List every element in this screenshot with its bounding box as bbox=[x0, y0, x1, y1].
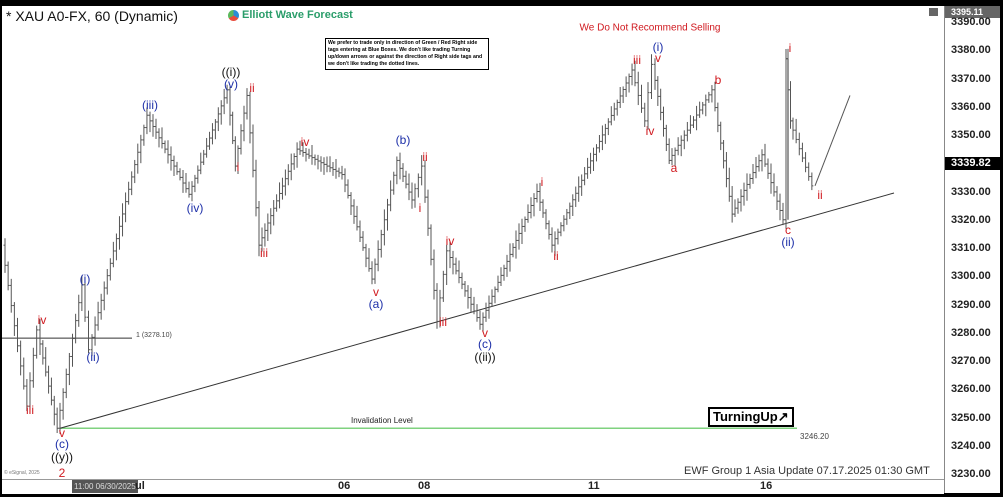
fib-label: 1 (3278.10) bbox=[136, 332, 172, 339]
price-tick: 3330.00 bbox=[951, 185, 991, 198]
invalidation-label: Invalidation Level bbox=[351, 416, 413, 425]
price-tick: 3250.00 bbox=[951, 411, 991, 424]
wave-label: iv bbox=[300, 135, 310, 149]
wave-label: iii bbox=[26, 403, 34, 417]
wave-label: c bbox=[785, 223, 791, 237]
price-tick: 3270.00 bbox=[951, 355, 991, 367]
price-tick: 3230.00 bbox=[951, 468, 991, 480]
chart-svg bbox=[2, 48, 895, 434]
price-tick: 3310.00 bbox=[951, 242, 991, 254]
wave-label: i bbox=[540, 175, 544, 189]
trading-notice: We prefer to trade only in direction of … bbox=[325, 38, 489, 70]
wave-label: ((i)) bbox=[221, 65, 241, 79]
wave-label: (iii) bbox=[142, 98, 158, 112]
logo-text: Elliott Wave Forecast bbox=[242, 9, 353, 21]
price-tick: 3370.00 bbox=[951, 72, 991, 85]
price-tick: 3350.00 bbox=[951, 129, 991, 141]
logo-icon bbox=[228, 9, 239, 21]
wave-label: (i) bbox=[652, 40, 664, 54]
wave-label: iv bbox=[37, 313, 47, 327]
price-tick: 3390.00 bbox=[951, 16, 991, 28]
wave-label: i bbox=[788, 41, 792, 55]
wave-label: 2 bbox=[58, 466, 66, 480]
time-tick: 11 bbox=[588, 480, 600, 492]
price-tick: 3280.00 bbox=[951, 326, 991, 339]
price-tick: 3260.00 bbox=[951, 383, 991, 396]
time-tick: ul bbox=[135, 480, 145, 492]
wave-label: b bbox=[714, 73, 722, 87]
projection-line bbox=[814, 95, 851, 187]
warning-text: We Do Not Recommend Selling bbox=[579, 22, 721, 34]
wave-label: ii bbox=[422, 150, 428, 164]
price-tick: 3320.00 bbox=[951, 213, 991, 226]
wave-label: iv bbox=[445, 234, 455, 248]
invalidation-value: 3246.20 bbox=[800, 432, 829, 441]
wave-label: (c) bbox=[55, 437, 69, 451]
wave-label: (iv) bbox=[186, 201, 204, 215]
wave-label: i bbox=[418, 201, 422, 215]
time-tick: 06 bbox=[338, 480, 351, 492]
chart-plot-area[interactable]: * XAU A0-FX, 60 (Dynamic) Elliott Wave F… bbox=[2, 6, 944, 480]
wave-label: (b) bbox=[395, 133, 411, 147]
wave-label: ii bbox=[553, 249, 559, 263]
cursor-time: 11:00 06/30/2025 bbox=[72, 480, 138, 493]
wave-label: (a) bbox=[368, 297, 384, 311]
price-tick: 3360.00 bbox=[951, 100, 991, 113]
price-tick: 3290.00 bbox=[951, 298, 991, 311]
wave-label: ii bbox=[817, 188, 823, 202]
wave-label: (i) bbox=[79, 272, 91, 286]
wave-label: (ii) bbox=[86, 350, 100, 364]
logo: Elliott Wave Forecast bbox=[228, 9, 353, 21]
wave-label: (ii) bbox=[781, 235, 795, 249]
expand-icon[interactable] bbox=[929, 8, 938, 16]
turning-up-label: TurningUp bbox=[713, 409, 778, 424]
wave-label: iii bbox=[633, 53, 641, 67]
time-tick: 16 bbox=[760, 480, 773, 492]
wave-label: ((ii)) bbox=[474, 350, 496, 364]
price-tick: 3380.00 bbox=[951, 44, 991, 57]
wave-label: v bbox=[655, 51, 661, 65]
time-axis[interactable]: 11:00 06/30/2025 ul 06 08 11 16 bbox=[2, 479, 944, 494]
wave-label: v bbox=[482, 326, 488, 340]
wave-label: v bbox=[59, 426, 65, 440]
wave-label: (c) bbox=[478, 337, 492, 351]
wave-label: iii bbox=[260, 246, 268, 260]
price-tick: 3240.00 bbox=[951, 439, 991, 452]
copyright: © eSignal, 2025 bbox=[4, 470, 40, 476]
arrow-up-right-icon: ↗ bbox=[777, 409, 789, 424]
wave-label: iii bbox=[439, 315, 447, 329]
wave-label: ii bbox=[249, 81, 255, 95]
wave-label: v bbox=[373, 285, 379, 299]
last-price-tag: 3339.82 bbox=[945, 157, 1003, 170]
time-tick: 08 bbox=[418, 480, 431, 492]
footer-update: EWF Group 1 Asia Update 07.17.2025 01:30… bbox=[684, 465, 930, 477]
symbol-title: * XAU A0-FX, 60 (Dynamic) bbox=[6, 8, 178, 24]
wave-label: ((y)) bbox=[51, 450, 73, 464]
top-price-tag: 3395.11 bbox=[945, 6, 1000, 18]
wave-label: (v) bbox=[224, 77, 238, 91]
price-tick: 3300.00 bbox=[951, 270, 991, 283]
price-axis[interactable]: 3395.11 3390.00 3380.00 3370.00 3360.00 3350… bbox=[944, 6, 1003, 493]
wave-label: iv bbox=[645, 124, 655, 138]
wave-label: a bbox=[670, 161, 678, 175]
turning-up-badge: TurningUp↗ bbox=[708, 407, 794, 427]
wave-label: i bbox=[236, 160, 240, 174]
